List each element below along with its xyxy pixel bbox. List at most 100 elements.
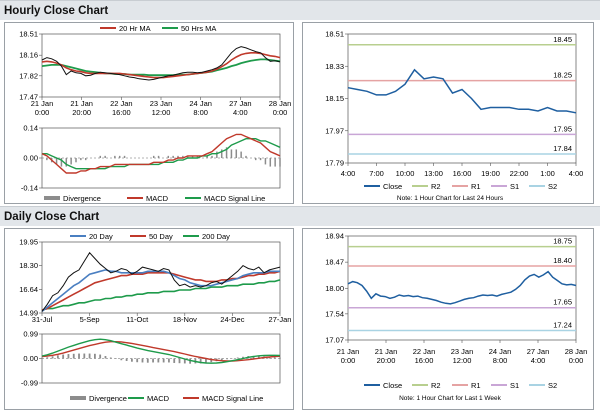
daily-price-xtick-5: 27-Jan (269, 315, 292, 324)
hourly-24h-legend-r1-label: R1 (471, 182, 481, 191)
daily-week-xtick-4: 24 Jan 8:00 (489, 347, 512, 365)
daily-price-xtick-0: 31-Jul (32, 315, 53, 324)
daily-week-s1-value: 17.65 (553, 298, 572, 307)
daily-week-y-tick-4: 17.07 (325, 336, 344, 345)
daily-week-r2-value: 18.75 (553, 237, 572, 246)
hourly-24h-y-tick-3: 17.97 (325, 126, 344, 135)
daily-macd-line (41, 338, 281, 364)
daily-macd-y-tick-1: 0.00 (23, 354, 38, 363)
daily-week-legend-r1-label: R1 (471, 381, 481, 390)
daily-20day-line (41, 269, 280, 313)
hourly-24h-xtick-6: 22:00 (510, 169, 529, 178)
hourly-24h-close-line (347, 68, 577, 114)
hourly-legend-20hr-label: 20 Hr MA (119, 24, 151, 33)
hourly-price-xtick-5: 27 Jan 4:00 (229, 99, 252, 117)
hourly-legend-50hr-label: 50 Hrs MA (181, 24, 216, 33)
daily-week-legend-r2-label: R2 (431, 381, 441, 390)
daily-week-close-line (347, 270, 577, 305)
hourly-price-frame (41, 33, 281, 98)
hourly-24h-s2-value: 17.84 (553, 144, 572, 153)
hourly-price-y-tick-0: 18.51 (19, 30, 38, 39)
hourly-legend-signal-label: MACD Signal Line (204, 194, 265, 203)
hourly-price-y-tick-3: 17.47 (19, 93, 38, 102)
daily-legend-signal-label: MACD Signal Line (202, 394, 263, 403)
hourly-left-panel (4, 22, 294, 204)
hourly-right-panel (302, 22, 594, 204)
daily-price-xtick-1: 5-Sep (80, 315, 100, 324)
daily-right-panel (302, 228, 594, 410)
hourly-24h-y-tick-0: 18.51 (325, 30, 344, 39)
daily-price-y-tick-3: 14.99 (19, 309, 38, 318)
daily-legend-20day-label: 20 Day (89, 232, 113, 241)
daily-week-y-tick-0: 18.94 (325, 232, 344, 241)
hourly-24h-y-tick-1: 18.33 (325, 62, 344, 71)
daily-week-note: Note: 1 Hour Chart for Last 1 Week (399, 395, 502, 402)
daily-200day-line (41, 279, 281, 311)
daily-week-xtick-6: 28 Jan 0:00 (565, 347, 588, 365)
hourly-price-y-tick-2: 17.82 (19, 71, 38, 80)
hourly-24h-y-tick-4: 17.79 (325, 159, 344, 168)
hourly-20hr-line (41, 52, 281, 79)
daily-price-y-tick-0: 19.95 (19, 238, 38, 247)
daily-week-y-tick-2: 18.00 (325, 284, 344, 293)
hourly-24h-legend-s2-label: S2 (548, 182, 557, 191)
hourly-24h-r1-value: 18.25 (553, 71, 572, 80)
daily-macd-y-tick-2: -0.99 (21, 379, 38, 388)
hourly-24h-xtick-0: 4:00 (341, 169, 356, 178)
daily-week-legend-s2-label: S2 (548, 381, 557, 390)
hourly-signal-line (42, 138, 281, 170)
hourly-price-xtick-3: 23 Jan 12:00 (150, 99, 173, 117)
daily-legend-divergence-swatch (70, 396, 86, 400)
daily-week-y-tick-3: 17.54 (325, 309, 344, 318)
hourly-price-y-tick-1: 18.16 (19, 51, 38, 60)
hourly-24h-s1-value: 17.95 (553, 124, 572, 133)
hourly-24h-y-tick-2: 18.15 (325, 94, 344, 103)
hourly-macd-frame (41, 127, 281, 189)
daily-legend-50day-label: 50 Day (149, 232, 173, 241)
daily-section-title: Daily Close Chart (0, 206, 600, 226)
daily-week-xtick-2: 22 Jan 16:00 (413, 347, 436, 365)
hourly-24h-legend-s1-label: S1 (510, 182, 519, 191)
hourly-24h-legend-r2-label: R2 (431, 182, 441, 191)
daily-week-legend-s1-label: S1 (510, 381, 519, 390)
hourly-price-xtick-2: 22 Jan 16:00 (110, 99, 133, 117)
daily-price-xtick-4: 24-Dec (220, 315, 244, 324)
hourly-24h-xtick-3: 13:00 (424, 169, 443, 178)
daily-week-r1-value: 18.40 (553, 256, 572, 265)
daily-week-legend-close-label: Close (383, 381, 402, 390)
hourly-legend-macd-label: MACD (146, 194, 169, 203)
hourly-24h-xtick-1: 7:00 (369, 169, 384, 178)
daily-left-panel (4, 228, 294, 410)
hourly-24h-xtick-5: 19:00 (481, 169, 500, 178)
daily-macd-y-tick-0: 0.99 (23, 330, 38, 339)
hourly-24h-xtick-4: 16:00 (453, 169, 472, 178)
hourly-legend-divergence-swatch (44, 196, 60, 200)
hourly-macd-line (41, 133, 281, 174)
hourly-macd-y-tick-1: 0.00 (23, 154, 38, 163)
daily-week-y-tick-1: 18.47 (325, 258, 344, 267)
hourly-macd-y-tick-2: -0.14 (21, 184, 38, 193)
daily-signal-line (41, 341, 281, 362)
hourly-24h-xtick-8: 4:00 (569, 169, 584, 178)
hourly-section-title: Hourly Close Chart (0, 0, 600, 20)
daily-week-frame (347, 235, 577, 341)
daily-price-xtick-3: 18-Nov (173, 315, 197, 324)
hourly-50hr-line (41, 58, 281, 77)
hourly-price-line (41, 46, 281, 81)
daily-50day-line (41, 270, 281, 311)
daily-week-xtick-0: 21 Jan 0:00 (337, 347, 360, 365)
hourly-price-xtick-4: 24 Jan 8:00 (189, 99, 212, 117)
daily-price-y-tick-2: 16.64 (19, 285, 38, 294)
hourly-macd-y-tick-0: 0.14 (23, 124, 38, 133)
daily-week-xtick-1: 21 Jan 20:00 (375, 347, 398, 365)
daily-legend-macd-label: MACD (147, 394, 170, 403)
daily-price-xtick-2: 11-Oct (126, 315, 149, 324)
hourly-24h-legend-close-label: Close (383, 182, 402, 191)
hourly-price-xtick-1: 21 Jan 20:00 (70, 99, 93, 117)
daily-week-xtick-3: 23 Jan 12:00 (451, 347, 474, 365)
daily-week-s2-value: 17.24 (553, 321, 572, 330)
daily-price-y-tick-1: 18.30 (19, 261, 38, 270)
daily-price-frame (41, 241, 281, 314)
hourly-price-xtick-0: 21 Jan 0:00 (31, 99, 54, 117)
